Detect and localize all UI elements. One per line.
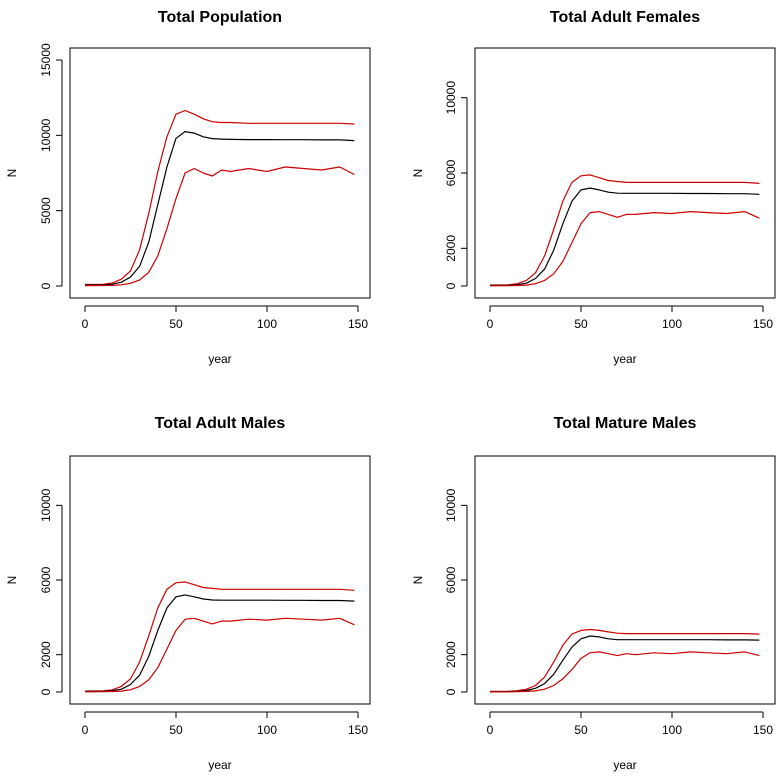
series-line-lower bbox=[489, 211, 760, 287]
x-tick-label: 0 bbox=[487, 723, 494, 737]
y-tick-label: 2000 bbox=[444, 235, 458, 262]
y-tick-label: 6000 bbox=[444, 566, 458, 593]
x-tick-label: 150 bbox=[753, 317, 773, 331]
y-tick-label: 0 bbox=[39, 688, 53, 695]
series-line-upper bbox=[489, 174, 760, 286]
chart-title: Total Adult Males bbox=[155, 415, 286, 432]
x-tick-label: 100 bbox=[662, 317, 682, 331]
y-tick-label: 10000 bbox=[39, 118, 53, 152]
x-axis-label: year bbox=[613, 352, 636, 366]
series-line-lower bbox=[84, 166, 355, 287]
series-line-upper bbox=[84, 581, 355, 692]
y-tick-label: 10000 bbox=[444, 81, 458, 115]
chart-title: Total Mature Males bbox=[554, 415, 697, 432]
y-axis-label: N bbox=[411, 576, 425, 585]
x-tick-label: 100 bbox=[257, 723, 277, 737]
y-tick-label: 0 bbox=[444, 688, 458, 695]
x-tick-label: 0 bbox=[82, 723, 89, 737]
x-tick-label: 150 bbox=[753, 723, 773, 737]
plot-frame bbox=[474, 455, 776, 705]
y-tick-label: 2000 bbox=[444, 641, 458, 668]
y-tick-label: 10000 bbox=[444, 488, 458, 522]
y-tick-label: 2000 bbox=[39, 641, 53, 668]
y-axis-label: N bbox=[5, 576, 19, 585]
series-line-lower bbox=[84, 617, 355, 693]
y-tick-label: 5000 bbox=[39, 197, 53, 224]
y-tick-label: 15000 bbox=[39, 43, 53, 77]
chart-title: Total Population bbox=[158, 9, 282, 26]
x-tick-label: 150 bbox=[348, 723, 368, 737]
x-tick-label: 50 bbox=[169, 317, 183, 331]
series-line-upper bbox=[84, 109, 355, 286]
x-tick-label: 150 bbox=[348, 317, 368, 331]
y-tick-label: 6000 bbox=[444, 159, 458, 186]
x-axis-label: year bbox=[208, 352, 231, 366]
plot-frame bbox=[474, 47, 776, 299]
y-axis-label: N bbox=[5, 169, 19, 178]
x-tick-label: 0 bbox=[487, 317, 494, 331]
plot-frame bbox=[69, 455, 371, 705]
x-axis-label: year bbox=[613, 758, 636, 772]
y-tick-label: 0 bbox=[444, 282, 458, 289]
plot-frame bbox=[69, 47, 371, 299]
x-tick-label: 50 bbox=[574, 317, 588, 331]
y-tick-label: 6000 bbox=[39, 566, 53, 593]
series-line-mean bbox=[84, 594, 355, 693]
series-line-mean bbox=[489, 187, 760, 286]
x-axis-label: year bbox=[208, 758, 231, 772]
x-tick-label: 50 bbox=[169, 723, 183, 737]
chart-panel-1: Total Population 0 50 100 150 0 5000 10000 15000… bbox=[5, 9, 371, 366]
y-tick-label: 10000 bbox=[39, 488, 53, 522]
series-line-lower bbox=[489, 651, 760, 693]
x-tick-label: 0 bbox=[82, 317, 89, 331]
y-axis-label: N bbox=[411, 169, 425, 178]
x-tick-label: 50 bbox=[574, 723, 588, 737]
series-line-upper bbox=[489, 628, 760, 693]
x-tick-label: 100 bbox=[662, 723, 682, 737]
chart-panel-3: Total Adult Males 0 50 100 150 0 2000 6000 10000… bbox=[5, 415, 371, 772]
chart-panel-2: Total Adult Females 0 50 100 150 0 2000 6000 100… bbox=[411, 9, 776, 366]
series-line-mean bbox=[84, 131, 355, 286]
chart-title: Total Adult Females bbox=[550, 9, 700, 26]
x-tick-label: 100 bbox=[257, 317, 277, 331]
series-line-mean bbox=[489, 635, 760, 693]
chart-panel-4: Total Mature Males 0 50 100 150 0 2000 6000 1000… bbox=[411, 415, 776, 772]
y-tick-label: 0 bbox=[39, 282, 53, 289]
